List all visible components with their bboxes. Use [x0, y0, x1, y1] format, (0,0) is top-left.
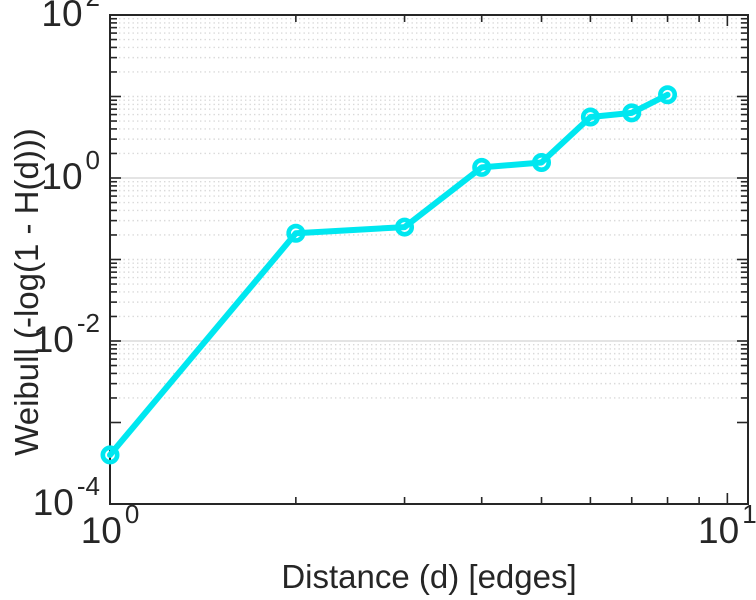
x-axis-label: Distance (d) [edges]	[281, 558, 577, 595]
data-point-marker	[658, 85, 678, 105]
y-tick-label: 10 -2	[0, 310, 100, 360]
tick-exponent: 0	[124, 499, 140, 529]
series-line	[107, 91, 671, 458]
tick-base: 10	[32, 319, 74, 360]
data-point-marker	[580, 107, 600, 127]
tick-exponent: 0	[85, 145, 100, 175]
tick-exponent: 1	[742, 499, 756, 529]
tick-exponent: 2	[86, 0, 100, 10]
x-tick-label: 10 0	[40, 501, 180, 551]
axes-box	[109, 14, 749, 505]
y-tick-label: 10 -4	[0, 473, 100, 523]
tick-base: 10	[698, 510, 740, 551]
tick-base: 10	[80, 510, 122, 551]
tick-base: 10	[41, 156, 83, 197]
data-point-marker	[395, 217, 415, 237]
y-tick-label: 102	[0, 0, 100, 32]
tick-base: 10	[32, 482, 74, 523]
data-point-marker	[472, 157, 492, 177]
x-tick-label: 10 1	[657, 501, 756, 551]
tick-exponent: -2	[76, 308, 100, 338]
tick-exponent: -4	[76, 471, 100, 501]
data-point-marker	[286, 223, 306, 243]
data-point-marker	[532, 152, 552, 172]
data-point-marker	[100, 445, 120, 465]
data-point-marker	[622, 103, 642, 123]
tick-base: 10	[41, 0, 83, 34]
y-tick-label: 10 0	[0, 147, 100, 197]
